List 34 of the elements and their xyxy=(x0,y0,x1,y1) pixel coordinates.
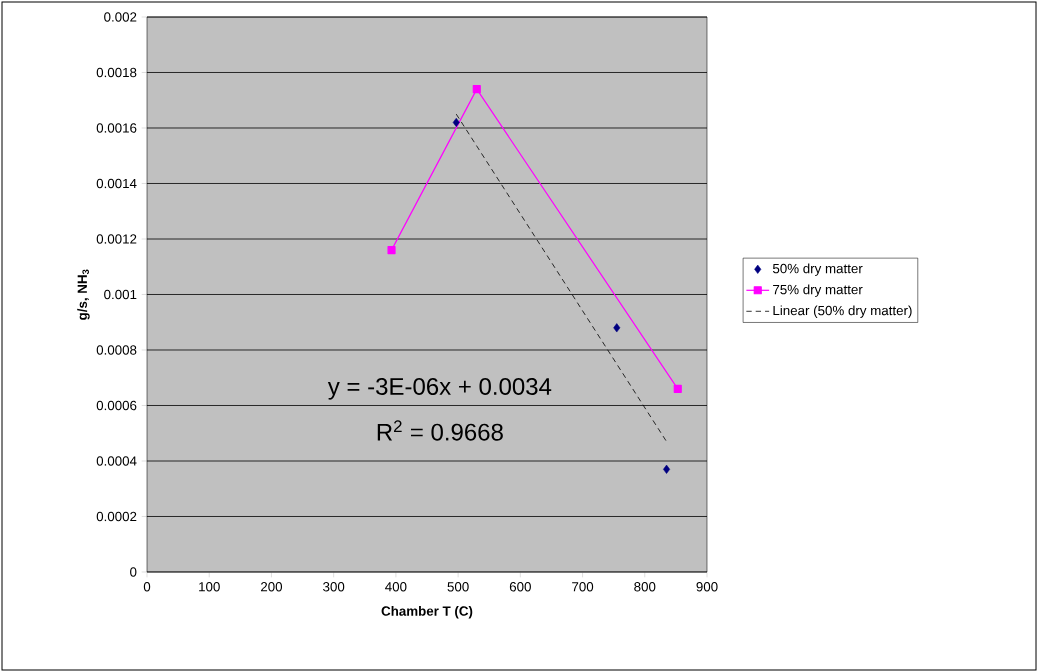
y-tick-label: 0.0018 xyxy=(96,67,137,78)
y-tick-label: 0.0004 xyxy=(96,456,137,466)
point xyxy=(613,323,621,333)
x-tick-label: 900 xyxy=(696,582,718,592)
annotation: R$^{2}$ = 0.9668 xyxy=(377,420,503,441)
x-tick-label: 700 xyxy=(572,582,594,592)
x-tick-label: 800 xyxy=(634,582,656,592)
legend-label: Linear (50% dry matter) xyxy=(773,305,912,318)
legend-label: 75% dry matter xyxy=(773,284,863,297)
x-tick-label: 600 xyxy=(509,582,531,592)
x-tick-label: 200 xyxy=(260,582,283,592)
x-axis-title: Chamber T (C) xyxy=(381,605,473,619)
y-tick-label: 0.0006 xyxy=(96,400,137,411)
annotation: y = -3E-06x + 0.0034 xyxy=(327,377,552,400)
y-axis-title: g/s, NH$_{3}$ xyxy=(77,269,90,320)
point xyxy=(452,117,460,127)
y-tick-label: 0 xyxy=(130,567,137,577)
y-tick-label: 0.0002 xyxy=(96,511,137,522)
legend-label: 50% dry matter xyxy=(772,263,863,276)
x-tick-label: 100 xyxy=(199,582,220,592)
x-tick-label: 300 xyxy=(323,582,345,592)
x-tick-label: 0 xyxy=(143,582,151,592)
point xyxy=(472,85,481,94)
y-tick-label: 0.002 xyxy=(104,12,137,22)
y-tick-label: 0.0016 xyxy=(96,123,137,133)
y-tick-label: 0.0008 xyxy=(96,345,137,355)
point xyxy=(673,384,682,393)
x-tick-label: 500 xyxy=(447,582,469,592)
point xyxy=(663,464,671,474)
x-tick-label: 400 xyxy=(385,582,407,592)
point xyxy=(387,246,396,255)
y-tick-label: 0.0014 xyxy=(96,178,137,189)
y-tick-label: 0.001 xyxy=(104,289,137,300)
y-tick-label: 0.0012 xyxy=(96,234,137,244)
